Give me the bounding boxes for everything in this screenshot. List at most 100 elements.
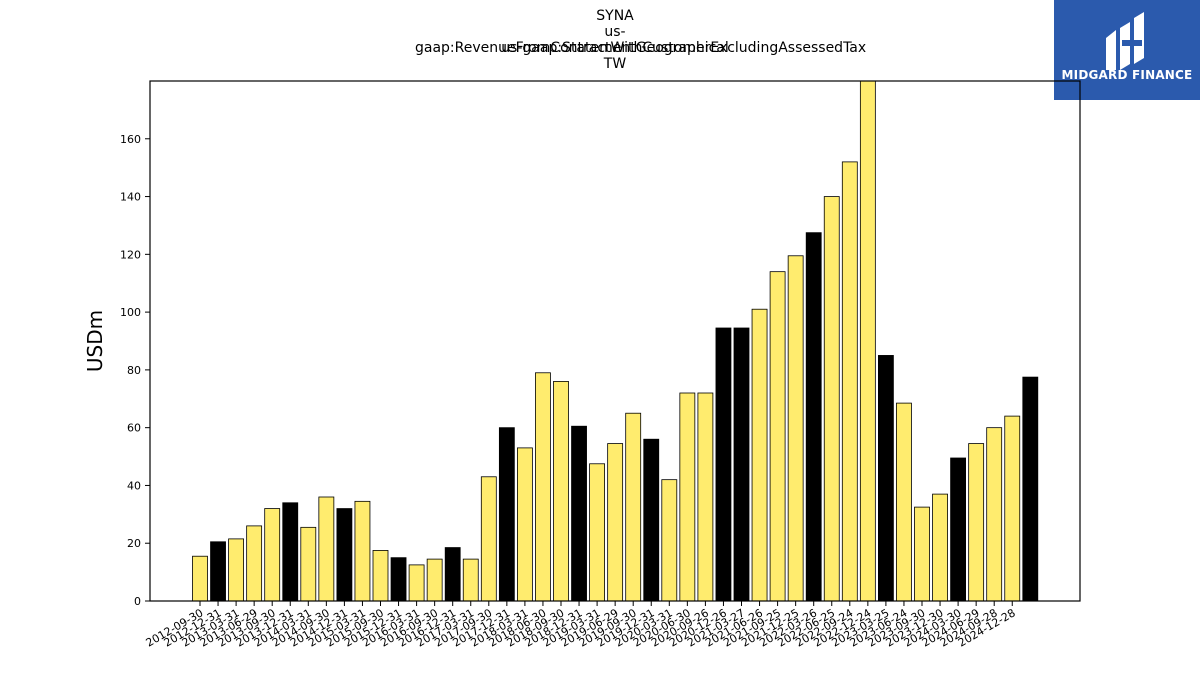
x-tick-label: 2012-09-30: [144, 606, 206, 649]
x-tick-label: 2020-09-26: [649, 606, 711, 649]
bar-2020-03-31: [661, 479, 678, 602]
bar-2020-12-26: [715, 327, 732, 602]
x-tick-label: 2017-12-31: [450, 606, 512, 649]
x-tick-label: 2023-09-30: [866, 606, 928, 649]
x-tick-label: 2012-12-31: [162, 606, 224, 649]
bar-2023-03-25: [878, 355, 894, 602]
x-tick-label: 2016-09-30: [378, 606, 440, 649]
x-tick-label: 2017-03-31: [414, 606, 476, 649]
bar-2014-09-30: [318, 496, 335, 602]
bar-2018-09-30: [553, 381, 569, 602]
logo-mark-icon: [1054, 0, 1200, 100]
y-tick-label: 60: [127, 422, 141, 435]
bar-2014-12-31: [336, 508, 353, 602]
x-tick-label: 2024-03-30: [902, 606, 964, 649]
x-tick-label: 2024-06-29: [920, 606, 982, 649]
bar-2019-03-31: [589, 463, 605, 602]
bar-2021-03-27: [733, 327, 750, 602]
bar-2024-12-28: [1004, 415, 1021, 602]
x-tick-label: 2022-12-24: [811, 606, 873, 649]
bar-2013-12-31: [282, 502, 299, 602]
bar-2017-12-31: [498, 427, 515, 602]
x-tick-label: 2020-12-26: [667, 606, 729, 649]
bar-2015-09-30: [372, 550, 389, 602]
x-tick-label: 2021-09-25: [721, 606, 783, 649]
x-tick-label: 2014-03-31: [252, 606, 314, 649]
bar-2023-12-30: [932, 493, 948, 602]
bar-2014-03-31: [300, 526, 317, 602]
bar-2016-09-30: [426, 558, 443, 602]
y-tick-label: 80: [127, 364, 141, 377]
x-tick-label: 2016-12-31: [396, 606, 458, 649]
plot-frame: [149, 80, 1081, 602]
bar-2021-09-25: [769, 271, 786, 602]
bar-2016-12-31: [444, 547, 461, 602]
y-tick-label: 100: [120, 306, 141, 319]
bar-2022-09-24: [841, 161, 858, 602]
bar-2017-09-30: [480, 476, 497, 602]
x-tick-label: 2019-06-29: [559, 606, 621, 649]
bar-2018-12-31: [571, 425, 587, 602]
bar-2022-06-25: [823, 196, 840, 602]
x-tick-label: 2015-09-30: [324, 606, 386, 649]
bar-2018-03-31: [517, 447, 533, 602]
x-tick-label: 2022-09-24: [793, 606, 855, 649]
bar-2016-03-31: [408, 564, 425, 602]
x-tick-label: 2018-09-30: [505, 606, 567, 649]
bar-2015-03-31: [354, 500, 371, 602]
bar-2023-09-30: [914, 506, 930, 602]
x-tick-label: 2015-03-31: [306, 606, 368, 649]
x-tick-label: 2013-03-31: [180, 606, 242, 649]
x-tick-label: 2018-06-30: [487, 606, 549, 649]
x-tick-label: 2019-03-31: [541, 606, 603, 649]
x-tick-label: 2013-06-29: [198, 606, 260, 649]
midgard-finance-logo: MIDGARD FINANCE: [1054, 0, 1200, 100]
bar-undefined: [1022, 376, 1039, 602]
x-tick-label: 2023-06-24: [848, 606, 910, 649]
x-tick-label: 2014-09-30: [270, 606, 332, 649]
bar-2019-12-31: [643, 438, 660, 602]
bar-2018-06-30: [535, 372, 551, 602]
y-tick-label: 140: [120, 191, 141, 204]
y-tick-label: 160: [120, 133, 141, 146]
x-tick-label: 2021-06-26: [703, 606, 765, 649]
x-tick-label: 2015-12-31: [342, 606, 404, 649]
bar-2013-09-30: [264, 508, 281, 602]
x-tick-label: 2024-12-28: [956, 606, 1018, 649]
x-tick-label: 2021-12-25: [739, 606, 801, 649]
bar-2013-03-31: [228, 538, 245, 602]
chart-title-line-3: us-gaap:StatementGeographical: [501, 40, 729, 56]
x-tick-label: 2013-12-31: [234, 606, 296, 649]
bar-2020-06-30: [679, 392, 696, 602]
logo-text: MIDGARD FINANCE: [1061, 68, 1193, 82]
bar-2024-03-30: [950, 457, 966, 602]
x-tick-label: 2019-09-30: [577, 606, 639, 649]
x-tick-label: 2016-03-31: [360, 606, 422, 649]
y-tick-label: 40: [127, 479, 141, 492]
bar-2012-12-31: [210, 541, 226, 602]
bar-2015-12-31: [390, 557, 407, 602]
chart-title-line-1: SYNA: [596, 8, 634, 24]
x-tick-label: 2013-09-30: [216, 606, 278, 649]
bar-2024-09-28: [986, 427, 1003, 602]
bar-2020-09-26: [697, 392, 714, 602]
x-tick-label: 2024-09-28: [938, 606, 1000, 649]
bar-2022-03-26: [805, 232, 822, 602]
y-tick-label: 0: [134, 595, 141, 608]
x-tick-label: 2019-12-31: [595, 606, 657, 649]
x-tick-label: 2023-12-30: [884, 606, 946, 649]
chart-title-line-4: TW: [603, 56, 627, 72]
bar-2021-12-25: [787, 255, 804, 602]
x-tick-label: 2022-06-25: [775, 606, 837, 649]
bar-2019-09-30: [625, 412, 642, 602]
bar-2012-09-30: [192, 555, 208, 602]
bar-2023-06-24: [896, 402, 912, 602]
y-tick-label: 120: [120, 248, 141, 261]
x-tick-label: 2022-03-26: [757, 606, 819, 649]
x-tick-label: 2021-03-27: [685, 606, 747, 649]
x-tick-label: 2023-03-25: [830, 606, 892, 649]
x-tick-label: 2018-03-31: [469, 606, 531, 649]
bar-2021-06-26: [751, 308, 768, 602]
y-tick-label: 20: [127, 537, 141, 550]
